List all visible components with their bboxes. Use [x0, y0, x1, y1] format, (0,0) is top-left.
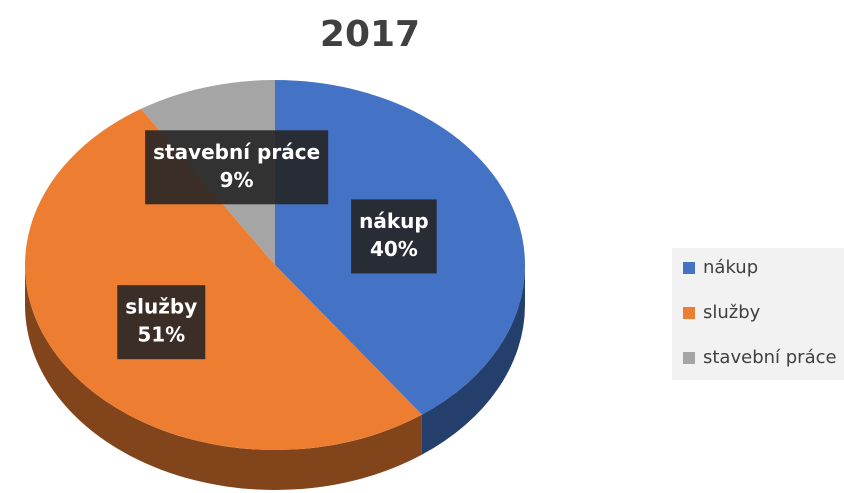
legend-swatch: [683, 352, 695, 364]
legend-box: [672, 248, 844, 380]
legend-swatch: [683, 307, 695, 319]
data-label-name: služby: [125, 295, 197, 319]
chart-title: 2017: [320, 14, 420, 55]
data-label-box: [351, 199, 437, 274]
legend-label: stavební práce: [703, 347, 837, 368]
legend-label: služby: [703, 302, 761, 323]
data-label-name: nákup: [359, 209, 429, 233]
data-label-value: 40%: [370, 237, 418, 261]
slice-side: [25, 265, 422, 491]
data-label: služby 51%: [117, 285, 206, 360]
data-label-value: 51%: [137, 323, 185, 347]
slice-side: [421, 265, 525, 455]
slice: [25, 108, 422, 450]
legend-swatch: [683, 262, 695, 274]
data-label-name: stavební práce: [153, 140, 320, 164]
data-label: nákup 40%: [351, 199, 437, 274]
data-label-box: [145, 130, 329, 205]
legend-label: nákup: [703, 257, 758, 278]
data-label-box: [117, 285, 206, 360]
data-label: stavební práce 9%: [145, 130, 329, 205]
data-label-value: 9%: [220, 168, 254, 192]
